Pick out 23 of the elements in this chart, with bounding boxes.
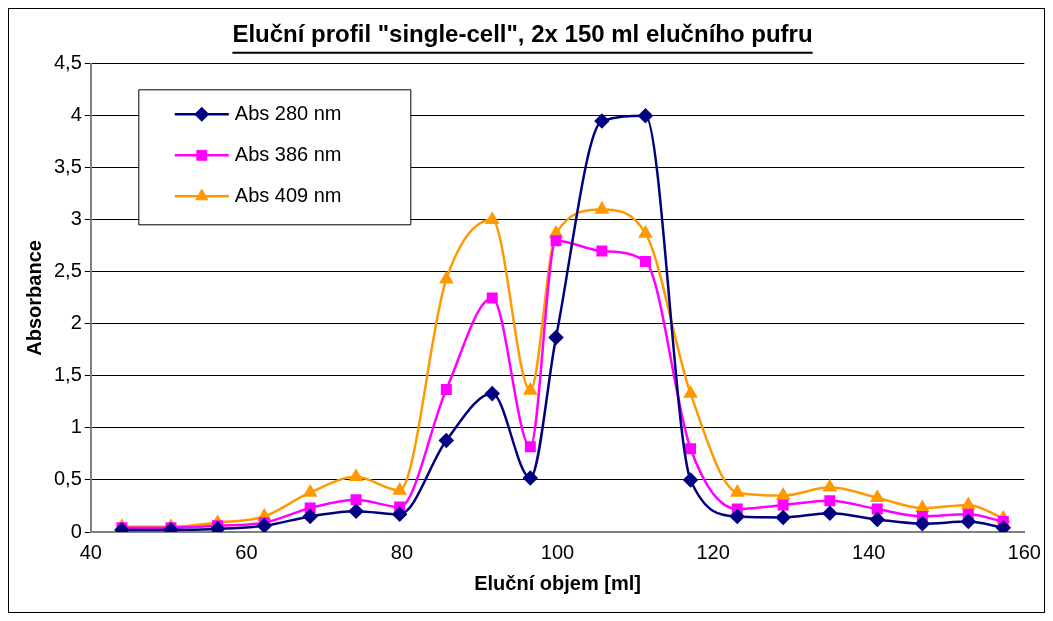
x-tick-label: 100 [540, 540, 575, 563]
y-tick-label: 2 [70, 311, 82, 334]
y-tick-label: 1 [70, 415, 82, 438]
legend-label: Abs 386 nm [234, 142, 342, 165]
y-tick-label: 4 [70, 103, 82, 126]
legend-label: Abs 409 nm [234, 183, 342, 206]
y-tick-label: 4,5 [53, 51, 82, 74]
x-tick-label: 40 [79, 540, 102, 563]
x-tick-label: 80 [390, 540, 414, 563]
y-tick-label: 1,5 [53, 363, 82, 386]
x-axis-title: Eluční objem [ml] [474, 571, 641, 594]
y-tick-label: 0 [70, 519, 82, 542]
y-axis-title: Absorbance [22, 240, 45, 356]
y-tick-label: 0,5 [53, 467, 82, 490]
y-tick-label: 3,5 [53, 155, 82, 178]
y-tick-label: 3 [70, 207, 82, 230]
y-tick-label: 2,5 [53, 259, 82, 282]
legend-label: Abs 280 nm [234, 101, 342, 124]
x-tick-label: 140 [852, 540, 886, 563]
x-tick-label: 120 [696, 540, 730, 563]
x-tick-label: 60 [235, 540, 258, 563]
x-tick-label: 160 [1007, 540, 1041, 563]
chart-title: Eluční profil "single-cell", 2x 150 ml elučního pufru [232, 20, 813, 48]
